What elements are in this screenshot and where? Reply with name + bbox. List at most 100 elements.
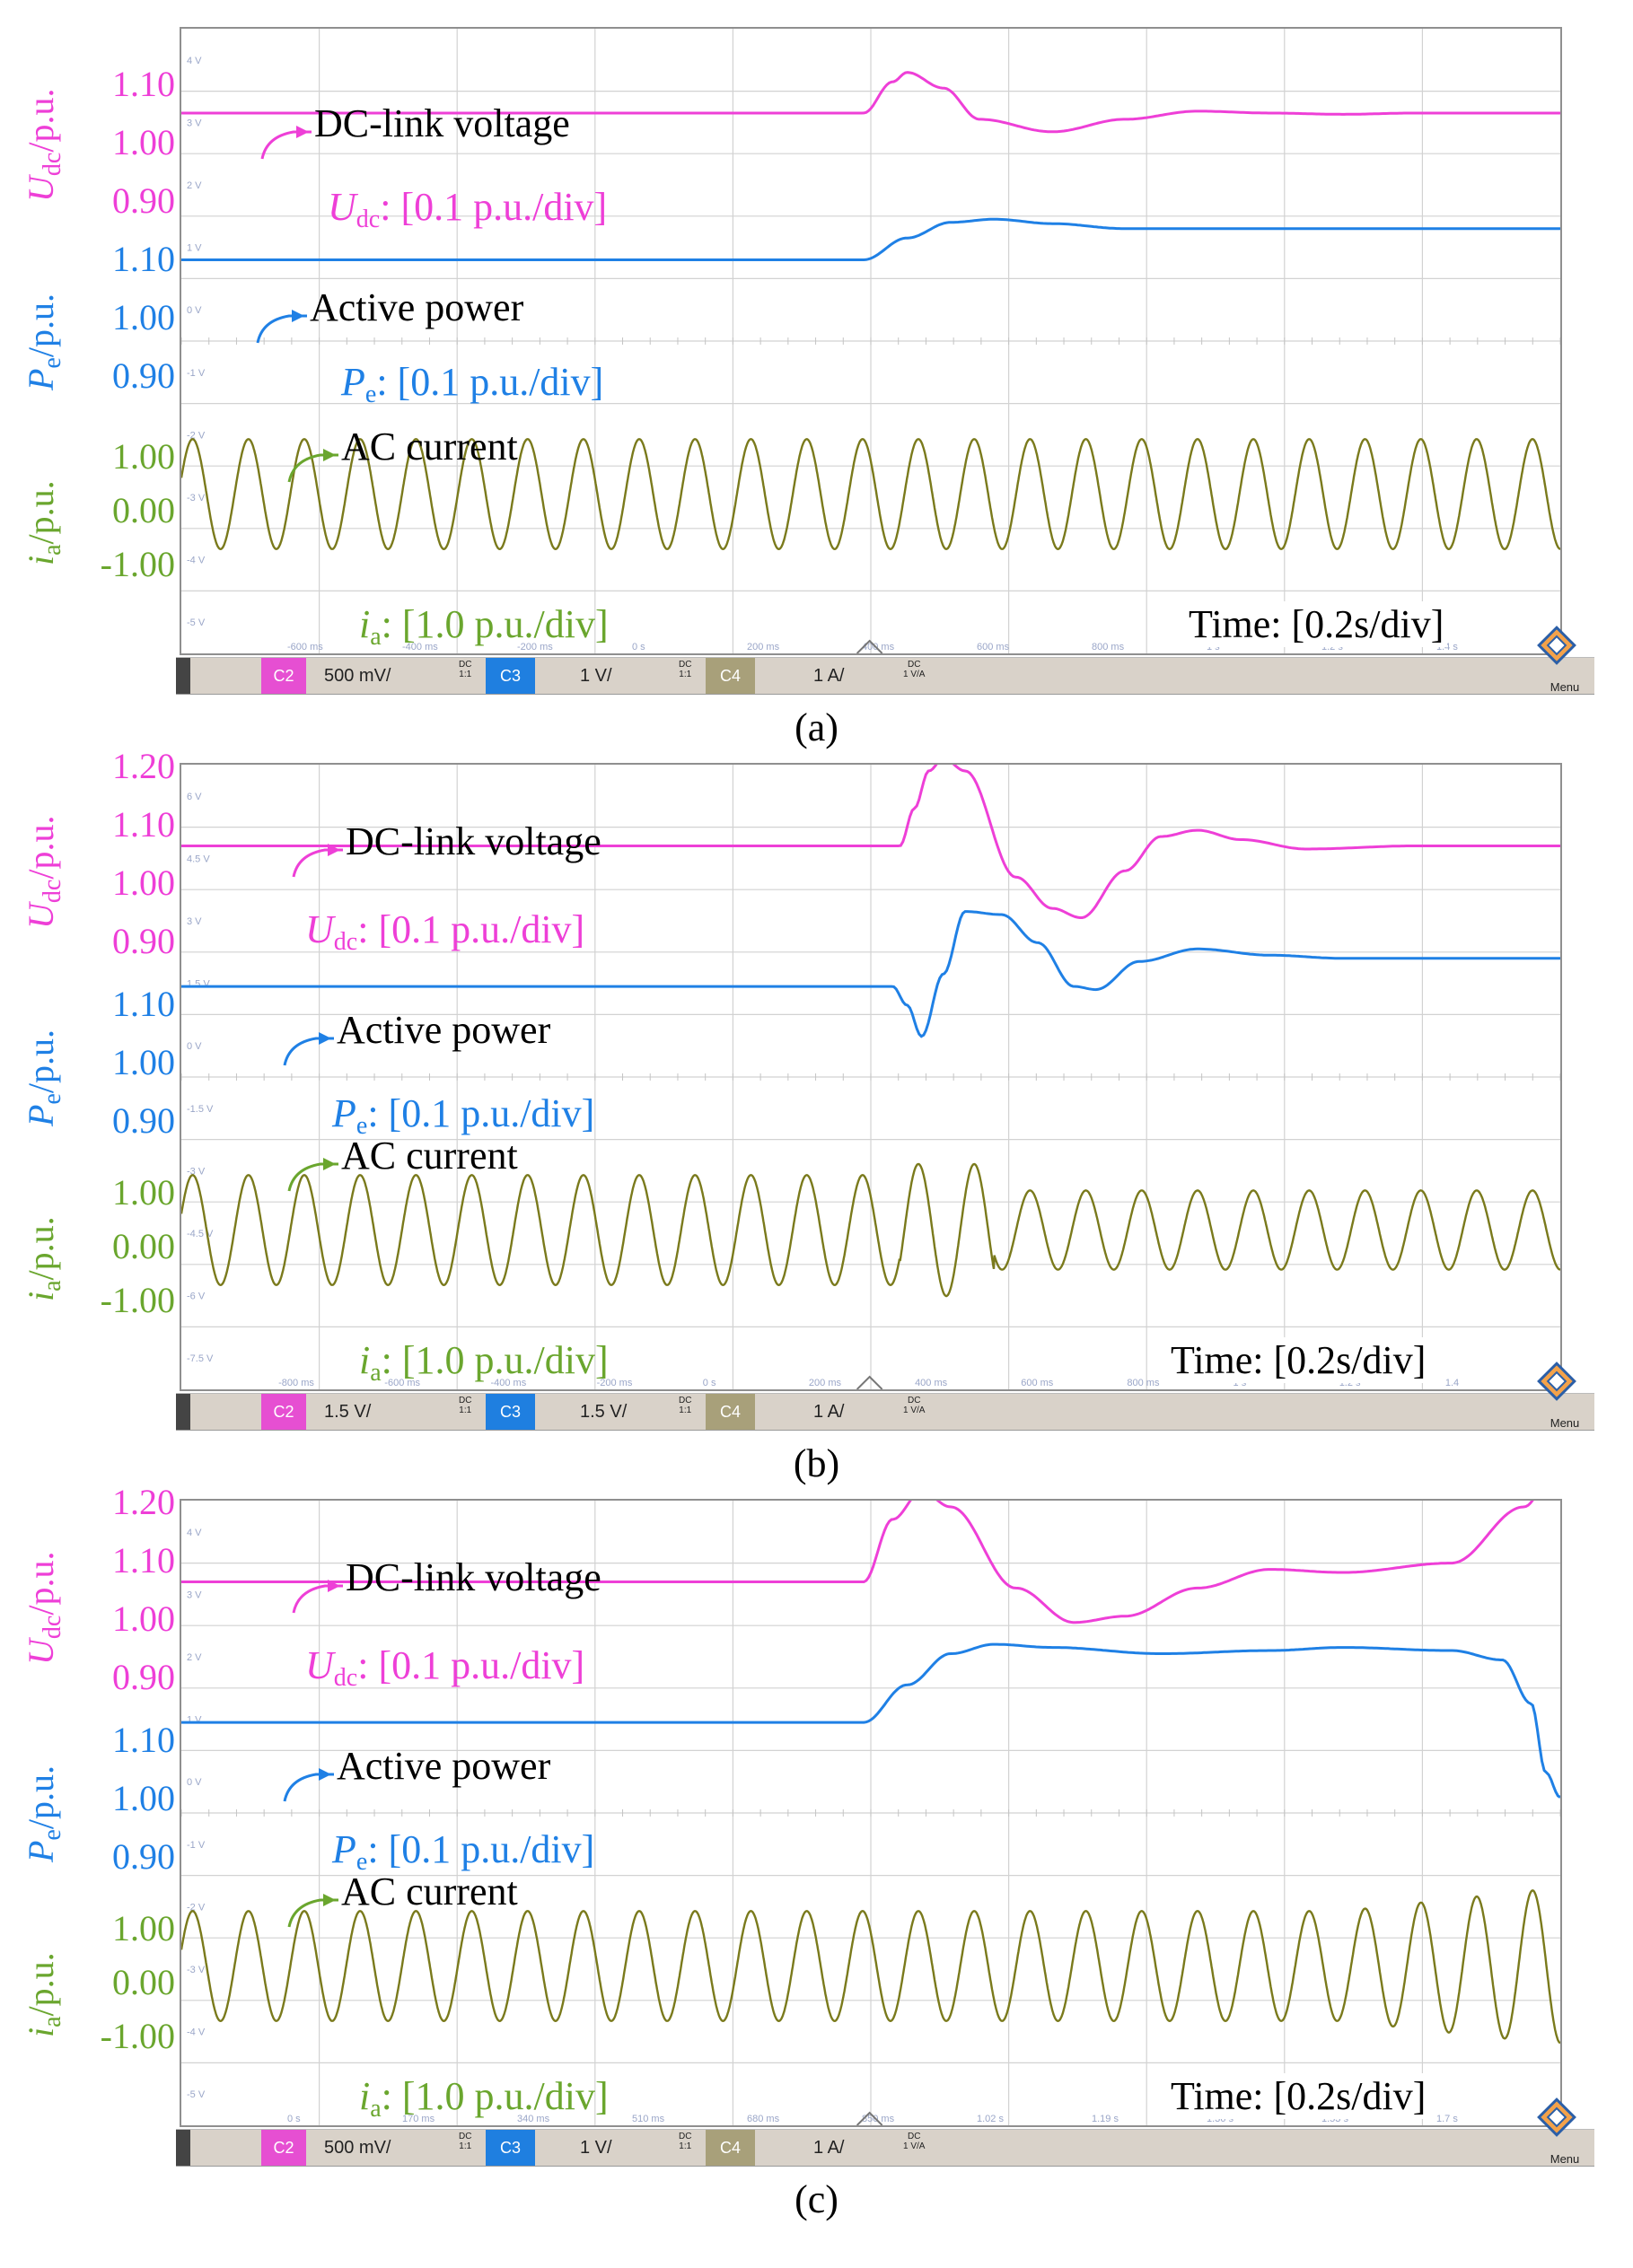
channel-c2-chip[interactable]: C2 xyxy=(261,1394,306,1430)
pe-axis-symbol: P xyxy=(21,1104,61,1126)
toolbar-edge xyxy=(176,1394,190,1430)
channel-c4-dc: DC 1 V/A xyxy=(903,2132,925,2151)
pe-trace xyxy=(181,217,1560,261)
pe-scale-subscript: e xyxy=(356,1112,368,1140)
pe-scale-text: : [0.1 p.u./div] xyxy=(367,1827,595,1871)
ia-tick-label: 1.00 xyxy=(112,1908,175,1948)
ia-scale-text: : [1.0 p.u./div] xyxy=(381,2074,609,2118)
trigger-marker xyxy=(856,2111,883,2125)
ia-tick-label: -1.00 xyxy=(100,2016,175,2056)
channel-c2-scale: 1.5 V/ xyxy=(324,1402,372,1422)
udc-axis-subscript: dc xyxy=(39,879,66,904)
udc-scale-text: : [0.1 p.u./div] xyxy=(357,1643,585,1687)
ia-axis-subscript: a xyxy=(39,544,66,556)
udc-scale-subscript: dc xyxy=(333,1664,358,1692)
ia-name-arrow xyxy=(287,453,338,483)
udc-scale: Udc: [0.1 p.u./div] xyxy=(305,1642,584,1693)
pe-name-arrowhead xyxy=(319,1768,331,1781)
channel-c2-scale: 500 mV/ xyxy=(324,666,391,686)
channel-c3-chip[interactable]: C3 xyxy=(486,658,535,694)
scope-plot: 6 V 4.5 V 3 V 1.5 V 0 V -1.5 V -3 V -4.5 V -6 V -… xyxy=(181,765,1560,1389)
scope-time-tick-label: -200 ms xyxy=(597,1378,633,1388)
chart-panel-a: 4 V 3 V 2 V 1 V 0 V -1 V -2 V -3 V -4 V -5 V -600 … xyxy=(0,27,1633,749)
pe-name-arrow xyxy=(256,314,307,344)
udc-name-arrowhead xyxy=(296,126,309,138)
channel-c4-chip[interactable]: C4 xyxy=(706,658,755,694)
scope-time-tick-label: 200 ms xyxy=(809,1378,842,1388)
ia-scale: ia: [1.0 p.u./div] xyxy=(359,2073,609,2124)
scope-time-tick-label: 200 ms xyxy=(747,642,780,652)
ia-scale-subscript: a xyxy=(370,2095,382,2123)
oscilloscope-screen: 4 V 3 V 2 V 1 V 0 V -1 V -2 V -3 V -4 V -5 V 0 s 17… xyxy=(180,1499,1562,2127)
udc-scale-text: : [0.1 p.u./div] xyxy=(380,185,608,229)
pe-axis-unit: /p.u. xyxy=(21,1765,61,1830)
rs-logo-icon[interactable] xyxy=(1535,2096,1578,2139)
scope-time-tick-label: 600 ms xyxy=(1021,1378,1054,1388)
rs-logo-icon[interactable] xyxy=(1535,624,1578,667)
channel-c3-dc: DC 1:1 xyxy=(679,2132,691,2151)
udc-tick-label: 0.90 xyxy=(112,921,175,961)
toolbar-edge xyxy=(176,2130,190,2166)
scope-time-tick-label: -400 ms xyxy=(402,642,438,652)
channel-c4-dc-ratio: 1 V/A xyxy=(903,670,926,679)
scope-time-tick-label: -600 ms xyxy=(287,642,323,652)
channel-c4-dc-coupling: DC xyxy=(908,1396,921,1405)
pe-scale-text: : [0.1 p.u./div] xyxy=(376,360,604,404)
channel-c2-dc-ratio: 1:1 xyxy=(459,670,472,679)
scope-time-tick-label: -800 ms xyxy=(278,1378,314,1388)
scope-voltage-label: 1.5 V xyxy=(187,979,210,990)
scope-voltage-label: -1.5 V xyxy=(187,1104,214,1115)
scope-voltage-label: -6 V xyxy=(187,1292,206,1302)
ia-trace xyxy=(181,1162,1560,1298)
udc-name-arrow xyxy=(292,848,343,878)
udc-scale: Udc: [0.1 p.u./div] xyxy=(328,184,607,234)
pe-name-arrowhead xyxy=(292,310,304,322)
channel-c3-chip[interactable]: C3 xyxy=(486,2130,535,2166)
rs-logo-icon[interactable] xyxy=(1535,1360,1578,1403)
ia-name-label: AC current xyxy=(341,1870,518,1913)
channel-c4-scale: 1 A/ xyxy=(813,666,845,686)
ia-tick-label: -1.00 xyxy=(100,544,175,584)
logo-inner xyxy=(1546,635,1567,656)
scope-voltage-label: -1 V xyxy=(187,368,206,379)
scope-voltage-label: -5 V xyxy=(187,617,206,628)
udc-tick-label: 1.00 xyxy=(112,863,175,903)
panel-caption: (c) xyxy=(795,2177,838,2221)
udc-axis-label: Udc/p.u. xyxy=(20,816,67,929)
scope-time-tick-label: 0 s xyxy=(287,2114,301,2124)
scope-voltage-label: -2 V xyxy=(187,430,206,441)
ia-scale: ia: [1.0 p.u./div] xyxy=(359,601,609,652)
logo-inner xyxy=(1546,2106,1567,2128)
channel-c3-dc: DC 1:1 xyxy=(679,660,691,679)
time-scale-label: Time: [0.2s/div] xyxy=(1167,2073,1430,2119)
channel-c4-chip[interactable]: C4 xyxy=(706,2130,755,2166)
channel-c3-dc-coupling: DC xyxy=(679,2132,692,2141)
ia-tick-label: 0.00 xyxy=(112,1962,175,2002)
udc-scale-symbol: U xyxy=(305,1643,334,1687)
menu-button[interactable]: Menu xyxy=(1550,680,1580,694)
ia-axis-subscript: a xyxy=(39,2016,66,2027)
ia-tick-label: 0.00 xyxy=(112,1226,175,1266)
channel-c2-chip[interactable]: C2 xyxy=(261,658,306,694)
scope-time-tick-label: 1.02 s xyxy=(977,2114,1004,2124)
ia-trace xyxy=(181,1889,1560,2045)
pe-tick-label: 1.10 xyxy=(112,239,175,279)
udc-tick-label: 0.90 xyxy=(112,1657,175,1697)
channel-c2-chip[interactable]: C2 xyxy=(261,2130,306,2166)
menu-button[interactable]: Menu xyxy=(1550,1416,1580,1430)
scope-channel-toolbar: C2 1.5 V/DC 1:1 C3 1.5 V/DC 1:1 C4 1 A/DC 1 V/A M… xyxy=(176,1393,1594,1431)
pe-tick-label: 1.00 xyxy=(112,297,175,337)
ia-name-label: AC current xyxy=(341,1134,518,1178)
channel-c3-dc-coupling: DC xyxy=(679,660,692,670)
channel-c3-chip[interactable]: C3 xyxy=(486,1394,535,1430)
pe-axis-label: Pe/p.u. xyxy=(20,1765,67,1862)
ia-scale-subscript: a xyxy=(370,1359,382,1387)
channel-c4-chip[interactable]: C4 xyxy=(706,1394,755,1430)
chart-panel-b: 6 V 4.5 V 3 V 1.5 V 0 V -1.5 V -3 V -4.5 V -6 V -… xyxy=(0,746,1633,1485)
menu-button[interactable]: Menu xyxy=(1550,2152,1580,2166)
pe-scale-symbol: P xyxy=(332,1091,356,1135)
udc-axis-symbol: U xyxy=(21,903,61,929)
ia-tick-label: -1.00 xyxy=(100,1280,175,1320)
ia-axis-subscript: a xyxy=(39,1280,66,1292)
pe-tick-label: 0.90 xyxy=(112,1836,175,1877)
